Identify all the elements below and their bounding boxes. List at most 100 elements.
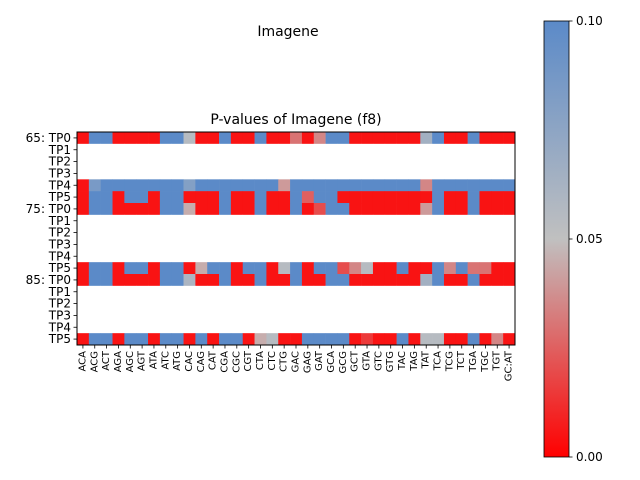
heatmap-cell bbox=[266, 155, 279, 168]
heatmap-cell bbox=[432, 167, 445, 180]
heatmap-cell bbox=[136, 226, 149, 239]
heatmap-cell bbox=[301, 179, 315, 192]
heatmap-cell bbox=[112, 321, 125, 334]
heatmap-cell bbox=[349, 179, 362, 192]
heatmap-cell bbox=[467, 214, 480, 227]
heatmap-cell bbox=[171, 143, 184, 156]
heatmap-cell bbox=[171, 203, 184, 216]
heatmap-cell bbox=[384, 226, 397, 239]
heatmap-cell bbox=[337, 274, 350, 287]
heatmap-cell bbox=[396, 191, 409, 204]
heatmap-cell bbox=[313, 203, 326, 216]
heatmap-cell bbox=[171, 132, 184, 145]
heatmap-cell bbox=[325, 262, 338, 275]
heatmap-cell bbox=[266, 285, 279, 298]
heatmap-cell bbox=[443, 297, 457, 310]
heatmap-cell bbox=[384, 214, 397, 227]
heatmap-cell bbox=[195, 155, 208, 168]
heatmap-cell bbox=[278, 226, 291, 239]
heatmap-cell bbox=[467, 179, 480, 192]
heatmap-cell bbox=[325, 179, 338, 192]
heatmap-cell bbox=[254, 167, 267, 180]
heatmap-cell bbox=[408, 179, 421, 192]
heatmap-cell bbox=[479, 285, 492, 298]
heatmap-cell bbox=[313, 285, 326, 298]
heatmap-cell bbox=[112, 214, 125, 227]
heatmap-cell bbox=[503, 155, 516, 168]
heatmap-cell bbox=[432, 132, 445, 145]
heatmap-cell bbox=[503, 191, 516, 204]
heatmap-cell bbox=[455, 167, 468, 180]
heatmap-cell bbox=[503, 214, 516, 227]
heatmap-cell bbox=[195, 297, 208, 310]
heatmap-cell bbox=[171, 297, 184, 310]
heatmap-cell bbox=[301, 214, 315, 227]
heatmap-cell bbox=[290, 250, 303, 263]
heatmap-cell bbox=[254, 203, 267, 216]
heatmap-cell bbox=[171, 214, 184, 227]
heatmap-cell bbox=[432, 191, 445, 204]
heatmap-cell bbox=[503, 238, 516, 251]
heatmap-cell bbox=[242, 321, 255, 334]
heatmap-cell bbox=[503, 333, 516, 346]
heatmap-cell bbox=[171, 274, 184, 287]
heatmap-cell bbox=[479, 214, 492, 227]
x-tick-label: GTG bbox=[385, 351, 396, 372]
heatmap-cell bbox=[491, 155, 504, 168]
heatmap-cell bbox=[136, 285, 149, 298]
heatmap-cell bbox=[325, 321, 338, 334]
heatmap-cell bbox=[372, 285, 386, 298]
heatmap-cell bbox=[100, 203, 113, 216]
heatmap-cell bbox=[195, 238, 208, 251]
heatmap-cell bbox=[372, 143, 386, 156]
heatmap-cell bbox=[372, 238, 386, 251]
heatmap-cell bbox=[491, 321, 504, 334]
x-tick-label: GAT bbox=[314, 350, 325, 371]
heatmap-cell bbox=[77, 274, 90, 287]
heatmap-cell bbox=[455, 226, 468, 239]
heatmap-cell bbox=[372, 167, 386, 180]
heatmap-cell bbox=[171, 262, 184, 275]
heatmap-cell bbox=[337, 262, 350, 275]
heatmap-cell bbox=[349, 191, 362, 204]
heatmap-cell bbox=[443, 203, 457, 216]
heatmap-cell bbox=[455, 179, 468, 192]
heatmap-cell bbox=[361, 179, 374, 192]
heatmap-cell bbox=[491, 297, 504, 310]
heatmap-cell bbox=[195, 333, 208, 346]
heatmap-cell bbox=[361, 238, 374, 251]
heatmap-cell bbox=[467, 333, 480, 346]
heatmap-cell bbox=[112, 167, 125, 180]
heatmap-cell bbox=[77, 285, 90, 298]
x-tick-label: TGA bbox=[468, 351, 479, 373]
heatmap-cell bbox=[503, 309, 516, 322]
heatmap-cell bbox=[432, 285, 445, 298]
heatmap-cell bbox=[384, 262, 397, 275]
heatmap-cell bbox=[467, 297, 480, 310]
heatmap-cell bbox=[219, 333, 232, 346]
heatmap-cell bbox=[207, 309, 220, 322]
heatmap-cell bbox=[479, 309, 492, 322]
heatmap-cell bbox=[219, 167, 232, 180]
heatmap-cell bbox=[349, 333, 362, 346]
heatmap-cell bbox=[301, 143, 315, 156]
heatmap-cell bbox=[467, 226, 480, 239]
heatmap-cell bbox=[88, 274, 101, 287]
heatmap-cell bbox=[479, 143, 492, 156]
heatmap-cell bbox=[88, 167, 101, 180]
heatmap-cell bbox=[491, 203, 504, 216]
heatmap-cell bbox=[266, 167, 279, 180]
heatmap-cell bbox=[396, 262, 409, 275]
heatmap-cell bbox=[349, 274, 362, 287]
x-tick-label: TCG bbox=[444, 351, 455, 372]
heatmap-cell bbox=[112, 262, 125, 275]
heatmap-cell bbox=[136, 203, 149, 216]
heatmap-cell bbox=[443, 214, 457, 227]
heatmap-cell bbox=[455, 214, 468, 227]
heatmap-cell bbox=[148, 321, 161, 334]
heatmap-cell bbox=[384, 143, 397, 156]
heatmap-cell bbox=[124, 132, 137, 145]
heatmap-cell bbox=[100, 309, 113, 322]
heatmap-cell bbox=[491, 132, 504, 145]
x-tick-label: CGC bbox=[231, 351, 242, 373]
